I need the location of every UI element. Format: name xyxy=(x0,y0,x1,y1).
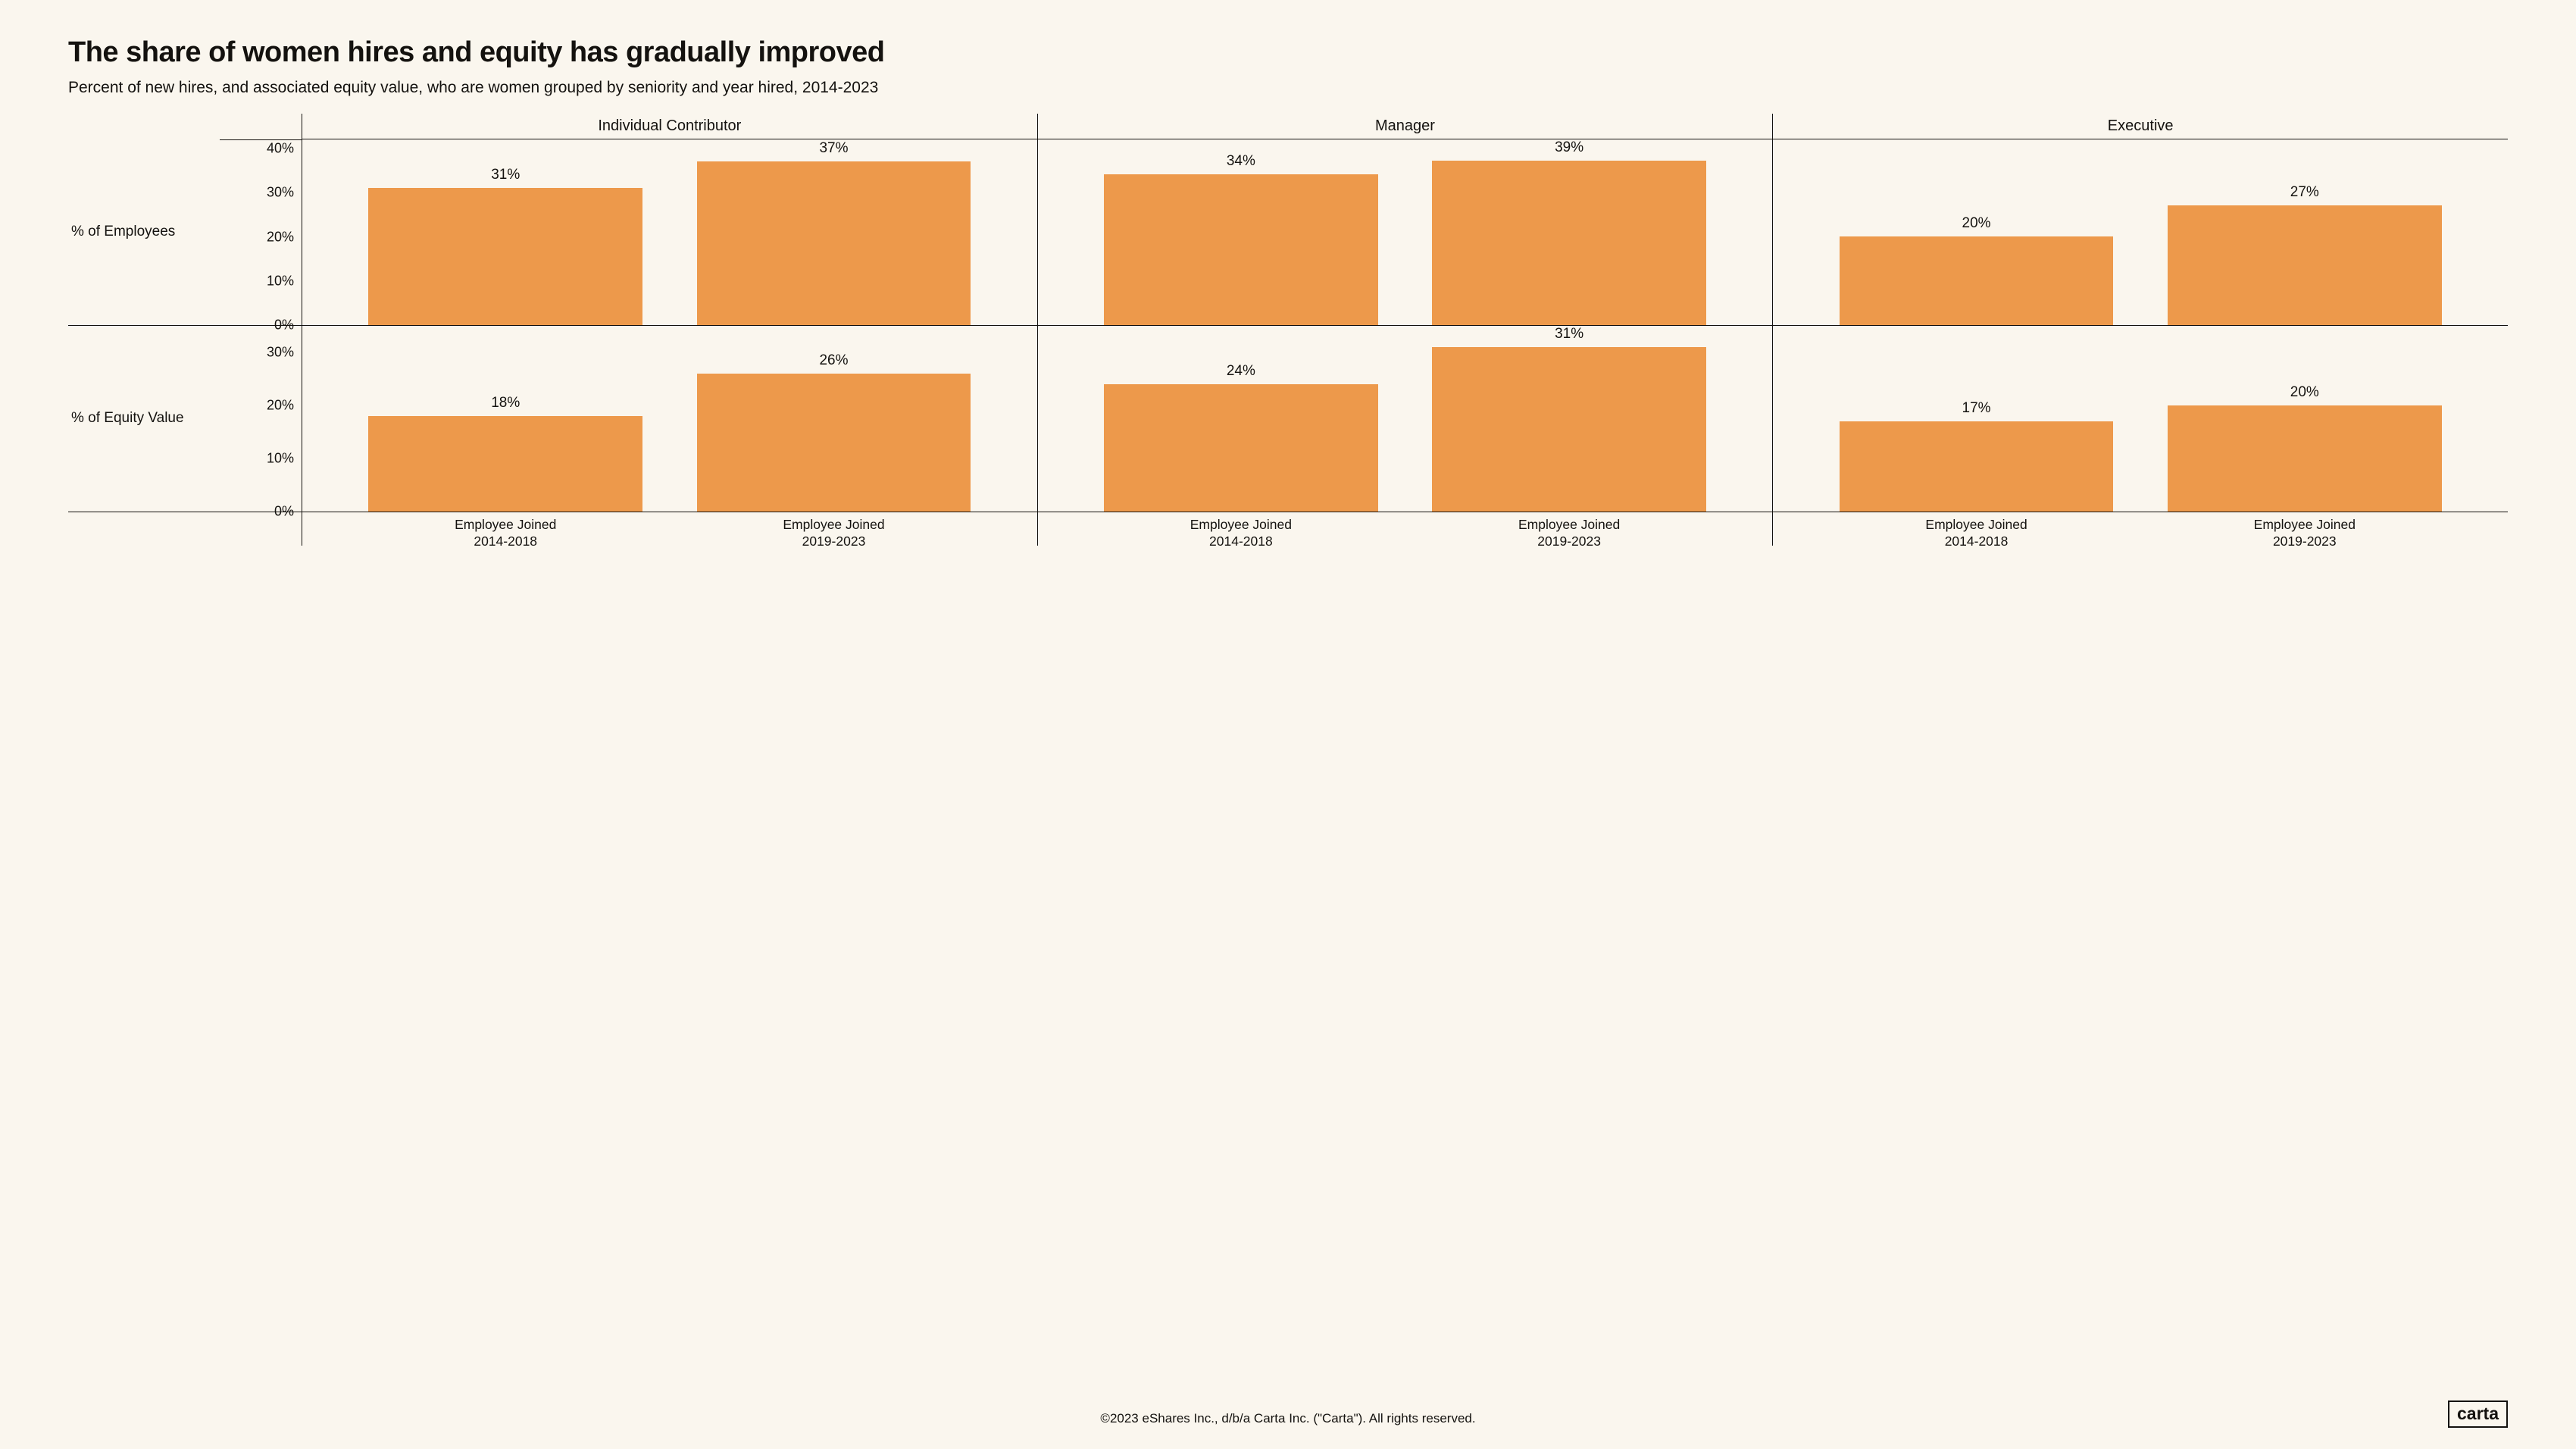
bar: 24% xyxy=(1104,326,1378,512)
bar: 27% xyxy=(2168,139,2442,325)
bar-rect xyxy=(1104,174,1378,324)
x-tick-label: Employee Joined2014-2018 xyxy=(1104,512,1378,546)
chart-page: The share of women hires and equity has … xyxy=(0,0,2576,1449)
bar-value-label: 26% xyxy=(819,352,848,369)
bar: 18% xyxy=(368,326,642,512)
bar-rect xyxy=(1432,161,1706,325)
y-tick: 20% xyxy=(267,229,294,245)
y-tick: 10% xyxy=(267,273,294,289)
bar: 31% xyxy=(368,139,642,325)
bar: 17% xyxy=(1840,326,2114,512)
y-tick: 20% xyxy=(267,397,294,413)
bar-value-label: 39% xyxy=(1555,139,1583,156)
bar-rect xyxy=(368,416,642,512)
bar-rect xyxy=(697,374,971,512)
chart-footer: ©2023 eShares Inc., d/b/a Carta Inc. ("C… xyxy=(68,1390,2508,1426)
bar-value-label: 17% xyxy=(1962,400,1991,417)
bar-rect xyxy=(1840,421,2114,512)
plot-panel: 20% 27% xyxy=(1772,139,2508,326)
bar-rect xyxy=(368,188,642,325)
plot-panel: 17% 20% xyxy=(1772,326,2508,512)
bar-value-label: 31% xyxy=(491,167,520,183)
bar-value-label: 27% xyxy=(2290,184,2319,201)
bar-rect xyxy=(1432,347,1706,512)
copyright-text: ©2023 eShares Inc., d/b/a Carta Inc. ("C… xyxy=(1100,1411,1475,1426)
y-tick: 10% xyxy=(267,450,294,466)
bar-rect xyxy=(1104,384,1378,512)
bar: 39% xyxy=(1432,139,1706,325)
y-tick: 30% xyxy=(267,185,294,201)
bar-value-label: 37% xyxy=(819,140,848,157)
plot-panel: 31% 37% xyxy=(302,139,1037,326)
bar: 20% xyxy=(2168,326,2442,512)
bar-value-label: 31% xyxy=(1555,326,1583,343)
bar-value-label: 34% xyxy=(1227,153,1255,170)
bar-value-label: 20% xyxy=(1962,215,1991,232)
chart-title: The share of women hires and equity has … xyxy=(68,36,2508,70)
bar-value-label: 20% xyxy=(2290,384,2319,401)
column-header: Individual Contributor xyxy=(302,114,1037,139)
bar: 37% xyxy=(697,139,971,325)
x-tick-label: Employee Joined2019-2023 xyxy=(2168,512,2442,546)
column-header: Executive xyxy=(1772,114,2508,139)
x-tick-label: Employee Joined2014-2018 xyxy=(1840,512,2114,546)
bar: 34% xyxy=(1104,139,1378,325)
bar: 26% xyxy=(697,326,971,512)
row-label: % of Equity Value xyxy=(68,326,220,512)
column-header: Manager xyxy=(1037,114,1773,139)
x-axis-group: Employee Joined2014-2018 Employee Joined2… xyxy=(1037,512,1773,546)
faceted-bar-chart: Individual ContributorManagerExecutive % … xyxy=(68,114,2508,546)
y-axis: 0%10%20%30%40% xyxy=(220,139,302,326)
x-tick-label: Employee Joined2019-2023 xyxy=(697,512,971,546)
x-axis-group: Employee Joined2014-2018 Employee Joined2… xyxy=(302,512,1037,546)
brand-logo: carta xyxy=(2448,1400,2508,1428)
bar-rect xyxy=(2168,405,2442,512)
bar-value-label: 24% xyxy=(1227,363,1255,380)
plot-panel: 34% 39% xyxy=(1037,139,1773,326)
bar: 20% xyxy=(1840,139,2114,325)
plot-panel: 18% 26% xyxy=(302,326,1037,512)
y-tick: 40% xyxy=(267,141,294,157)
bar: 31% xyxy=(1432,326,1706,512)
bar-rect xyxy=(697,161,971,325)
x-tick-label: Employee Joined2019-2023 xyxy=(1432,512,1706,546)
chart-subtitle: Percent of new hires, and associated equ… xyxy=(68,79,2508,97)
y-axis: 0%10%20%30% xyxy=(220,326,302,512)
bar-rect xyxy=(2168,205,2442,325)
x-tick-label: Employee Joined2014-2018 xyxy=(368,512,642,546)
bar-value-label: 18% xyxy=(491,395,520,412)
plot-panel: 24% 31% xyxy=(1037,326,1773,512)
bar-rect xyxy=(1840,236,2114,325)
y-tick: 0% xyxy=(274,503,294,519)
x-axis-group: Employee Joined2014-2018 Employee Joined2… xyxy=(1772,512,2508,546)
row-label: % of Employees xyxy=(68,139,220,326)
y-tick: 30% xyxy=(267,344,294,360)
